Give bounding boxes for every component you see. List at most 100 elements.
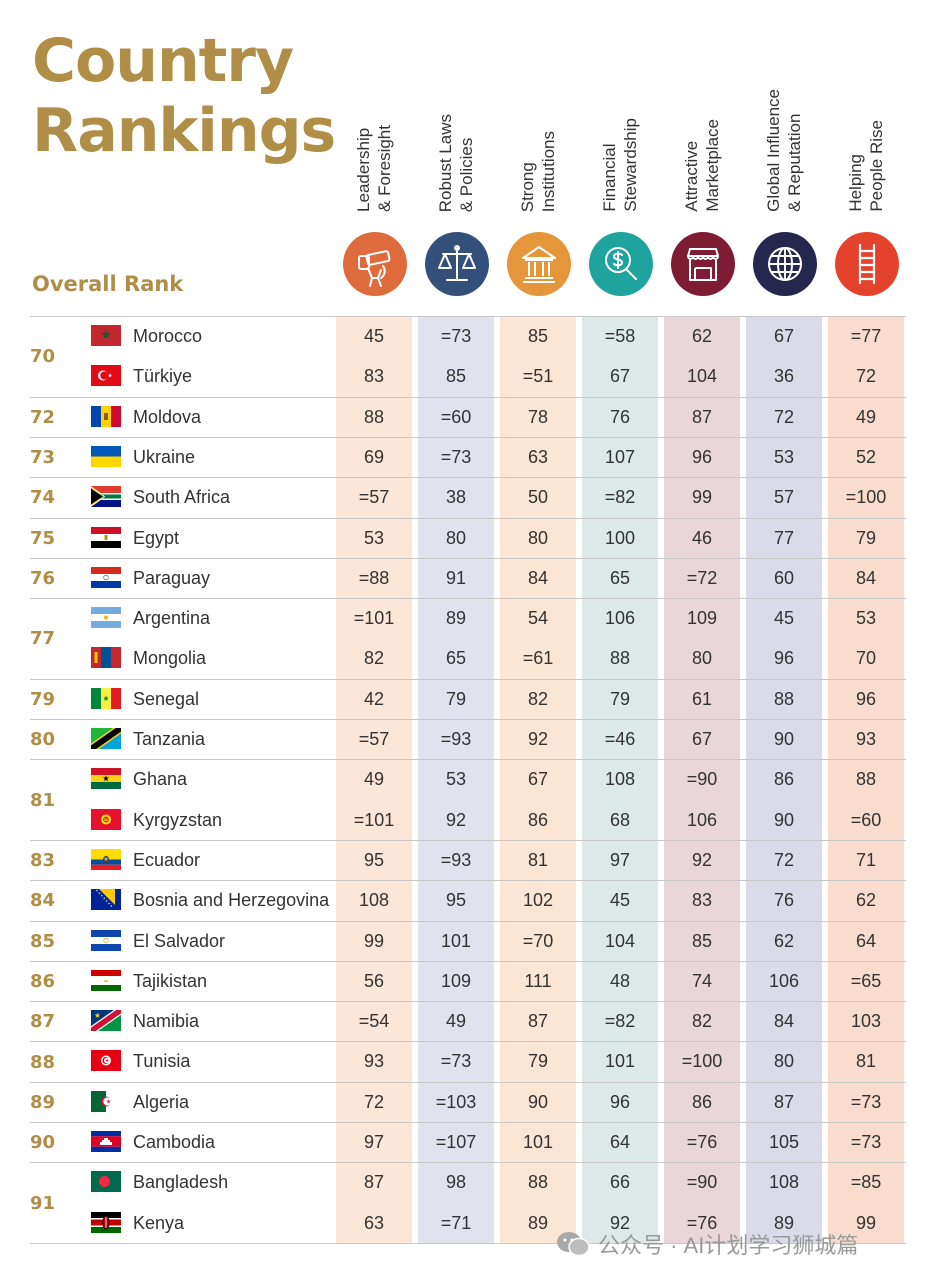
rank-cell-column-3: 102 xyxy=(522,890,554,911)
rank-cell-column-1: 88 xyxy=(363,406,385,427)
overall-rank-value: 84 xyxy=(30,890,56,912)
table-row: Türkiye 83 85 =51 67 104 36 72 xyxy=(30,356,906,396)
column-band-6 xyxy=(746,316,822,1244)
flag-argentina-icon xyxy=(91,607,121,629)
rank-cell-column-2: =73 xyxy=(440,326,472,346)
rank-cell-column-5: 83 xyxy=(691,890,713,911)
overall-rank-value: 86 xyxy=(30,970,56,992)
rank-cell-column-2: 92 xyxy=(445,809,467,830)
rank-cell-column-2: =71 xyxy=(440,1212,472,1233)
country-name: Ecuador xyxy=(133,849,201,870)
overall-rank-value: 83 xyxy=(30,850,56,872)
rank-cell-column-7: 52 xyxy=(855,446,877,467)
rank-cell-column-4: 108 xyxy=(604,769,636,790)
rank-cell-column-6: 72 xyxy=(773,849,795,870)
rank-cell-column-2: =73 xyxy=(440,1051,472,1072)
row-divider xyxy=(30,759,906,761)
rank-cell-column-5: 87 xyxy=(691,406,713,427)
globe-icon xyxy=(753,232,817,296)
rank-cell-column-5: 104 xyxy=(686,366,718,387)
rank-cell-column-5: 99 xyxy=(691,487,713,508)
column-header-7: Helping People Rise xyxy=(828,62,904,298)
storefront-icon xyxy=(671,232,735,296)
column-label: Leadership & Foresight xyxy=(354,125,394,212)
rank-cell-column-7: 62 xyxy=(855,890,877,911)
rank-cell-column-2: 79 xyxy=(445,688,467,709)
rank-cell-column-2: 98 xyxy=(445,1172,467,1193)
rank-cell-column-1: =54 xyxy=(358,1011,390,1032)
row-divider xyxy=(30,1162,906,1164)
rank-cell-column-3: 63 xyxy=(527,446,549,467)
rank-cell-column-6: 36 xyxy=(773,366,795,387)
rank-cell-column-3: 50 xyxy=(527,487,549,508)
rank-cell-column-3: 80 xyxy=(527,527,549,548)
rank-cell-column-4: 104 xyxy=(604,930,636,951)
institution-building-icon xyxy=(507,232,571,296)
overall-rank-value: 89 xyxy=(30,1091,56,1113)
flag-egypt-icon xyxy=(91,526,121,548)
rank-cell-column-5: 106 xyxy=(686,809,718,830)
row-divider xyxy=(30,396,906,398)
table-row: Cambodia 97 =107 101 64 =76 105 =73 xyxy=(30,1122,906,1162)
column-label-wrap: Leadership & Foresight xyxy=(336,62,412,212)
rank-cell-column-6: 105 xyxy=(768,1132,800,1152)
rank-cell-column-6: 80 xyxy=(773,1051,795,1072)
column-label-wrap: Financial Stewardship xyxy=(582,62,658,212)
table-row: Ghana 49 53 67 108 =90 86 88 xyxy=(30,759,906,799)
rank-cell-column-5: 82 xyxy=(691,1011,713,1032)
flag-mongolia-icon xyxy=(91,647,121,669)
rank-cell-column-6: 67 xyxy=(773,326,795,346)
column-label-wrap: Helping People Rise xyxy=(828,62,904,212)
page-title-line-1: Country xyxy=(32,26,294,96)
table-row: Tunisia 93 =73 79 101 =100 80 81 xyxy=(30,1041,906,1081)
rank-cell-column-3: 89 xyxy=(527,1212,549,1233)
table-row: Egypt 53 80 80 100 46 77 79 xyxy=(30,518,906,558)
column-label: Attractive Marketplace xyxy=(682,119,722,212)
rank-cell-column-5: 61 xyxy=(691,688,713,709)
rank-cell-column-5: 92 xyxy=(691,849,713,870)
column-header-4: Financial Stewardship xyxy=(582,62,658,298)
table-row: Kenya 63 =71 89 92 =76 89 99 xyxy=(30,1203,906,1243)
rank-cell-column-7: =73 xyxy=(850,1132,882,1152)
rank-cell-column-1: 42 xyxy=(363,688,385,709)
rank-cell-column-4: 106 xyxy=(604,608,636,629)
rank-cell-column-4: 100 xyxy=(604,527,636,548)
rank-cell-column-7: 71 xyxy=(855,849,877,870)
country-name: Tajikistan xyxy=(133,970,208,991)
rank-cell-column-3: 54 xyxy=(527,608,549,629)
rank-cell-column-7: 70 xyxy=(855,648,877,669)
rank-cell-column-1: 63 xyxy=(363,1212,385,1233)
overall-rank-value: 70 xyxy=(30,346,56,368)
chat-bubble-icon xyxy=(557,1232,590,1257)
rank-cell-column-5: 67 xyxy=(691,729,713,749)
rank-cell-column-5: =100 xyxy=(681,1051,723,1072)
rank-cell-column-3: 86 xyxy=(527,809,549,830)
flag-ecuador-icon xyxy=(91,848,121,870)
rank-cell-column-1: 56 xyxy=(363,970,385,991)
rank-cell-column-1: 93 xyxy=(363,1051,385,1072)
rank-cell-column-2: =103 xyxy=(435,1091,477,1112)
rank-cell-column-4: 97 xyxy=(609,849,631,870)
country-name: Bosnia and Herzegovina xyxy=(133,890,330,911)
rank-cell-column-7: 81 xyxy=(855,1051,877,1072)
flag-paraguay-icon xyxy=(91,566,121,588)
rank-cell-column-3: 101 xyxy=(522,1132,554,1152)
rank-cell-column-3: 81 xyxy=(527,849,549,870)
column-header-3: Strong Institutions xyxy=(500,62,576,298)
rank-cell-column-6: 87 xyxy=(773,1091,795,1112)
table-row: El Salvador 99 101 =70 104 85 62 64 xyxy=(30,921,906,961)
rank-cell-column-6: 57 xyxy=(773,487,795,508)
flag-ukraine-icon xyxy=(91,445,121,467)
rank-cell-column-6: 90 xyxy=(773,729,795,749)
rank-cell-column-1: =101 xyxy=(353,608,395,629)
country-name: Egypt xyxy=(133,527,180,548)
flag-el-salvador-icon xyxy=(91,929,121,951)
country-name: Morocco xyxy=(133,326,203,346)
rank-cell-column-1: 45 xyxy=(363,326,385,346)
column-label-wrap: Robust Laws & Policies xyxy=(418,62,494,212)
rank-cell-column-2: 109 xyxy=(440,970,472,991)
table-row: Ecuador 95 =93 81 97 92 72 71 xyxy=(30,840,906,880)
country-name: Kyrgyzstan xyxy=(133,809,223,830)
rank-cell-column-5: 62 xyxy=(691,326,713,346)
rank-cell-column-3: 67 xyxy=(527,769,549,790)
